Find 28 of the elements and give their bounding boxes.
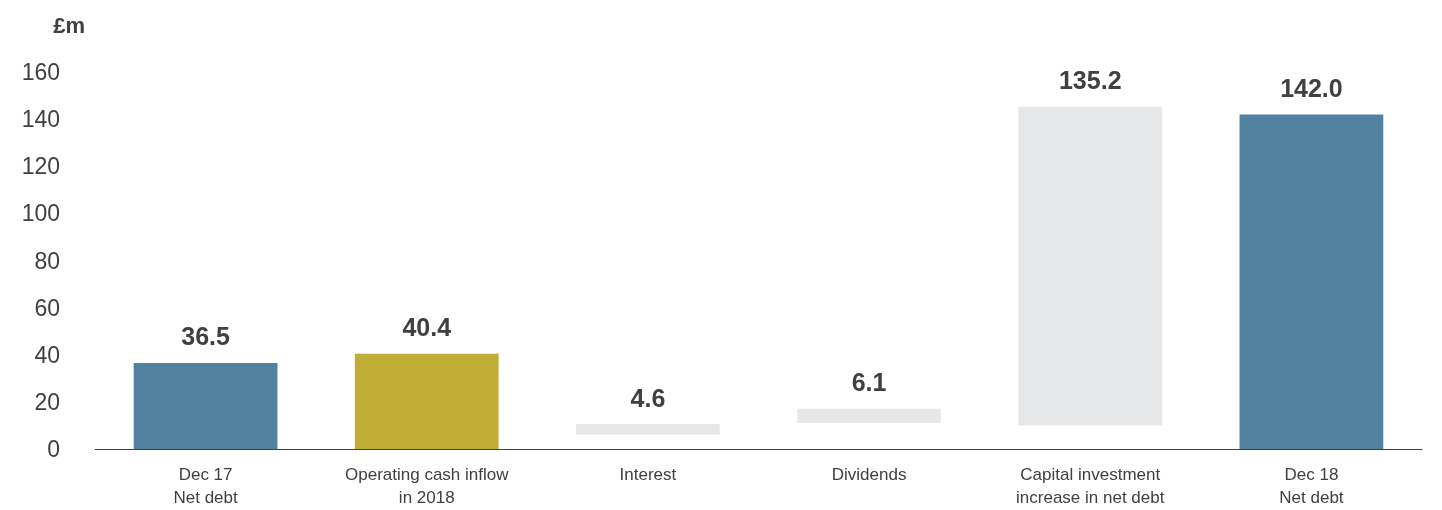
data-label: 6.1: [851, 368, 887, 397]
y-tick-label: 160: [21, 59, 60, 85]
y-tick-label: 60: [34, 294, 60, 321]
bar: [1239, 114, 1384, 449]
y-tick-label: 20: [34, 388, 60, 415]
y-tick-label: 0: [47, 436, 60, 462]
y-tick-label: 140: [21, 106, 60, 133]
data-label: 4.6: [630, 383, 666, 412]
y-axis-title: £m: [53, 12, 85, 38]
data-label: 36.5: [181, 322, 230, 351]
bar: [797, 408, 941, 424]
x-tick-label: Dec 18 Net debt: [1279, 465, 1344, 507]
bar: [133, 363, 278, 449]
data-label: 135.2: [1058, 66, 1122, 95]
x-tick-label: Interest: [619, 465, 677, 484]
bar: [576, 424, 720, 435]
y-tick-label: 120: [21, 153, 60, 180]
x-tick-label: Dividends: [831, 465, 907, 484]
data-label: 142.0: [1280, 73, 1343, 102]
x-tick-label: Dec 17 Net debt: [173, 465, 238, 507]
x-tick-label: Operating cash inflow in 2018: [345, 465, 510, 507]
y-tick-label: 40: [34, 341, 60, 368]
y-tick-label: 100: [21, 200, 60, 227]
bar: [1018, 106, 1163, 426]
x-tick-label: Capital investment increase in net debt: [1016, 465, 1165, 507]
data-label: 40.4: [402, 313, 452, 342]
bar: [354, 353, 499, 449]
y-tick-label: 80: [34, 247, 60, 274]
